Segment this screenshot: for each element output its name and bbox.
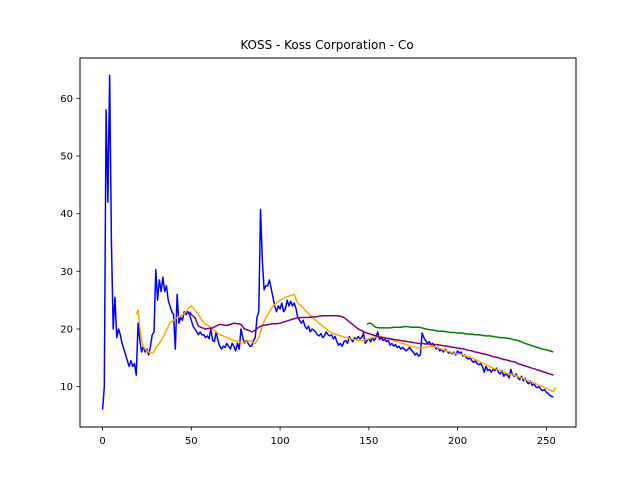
x-axis: 0 50 100 150 200 250 (99, 427, 556, 447)
x-tick-label: 100 (271, 436, 290, 447)
y-tick-label: 20 (60, 324, 73, 335)
x-tick-label: 250 (537, 436, 556, 447)
series-line-2 (135, 293, 556, 393)
y-tick-label: 40 (60, 209, 73, 220)
y-axis: 10 20 30 40 50 60 (60, 94, 80, 393)
series-line-3 (188, 311, 554, 376)
series-line-1 (101, 74, 554, 410)
x-tick-label: 200 (448, 436, 467, 447)
y-tick-label: 60 (60, 94, 73, 105)
series-line-4 (366, 322, 554, 353)
plot-frame (79, 57, 577, 428)
chart-title: KOSS - Koss Corporation - Co (240, 38, 413, 52)
x-tick-label: 150 (359, 436, 378, 447)
y-tick-label: 50 (60, 152, 73, 163)
x-tick-label: 50 (185, 436, 198, 447)
series-group (101, 74, 556, 410)
x-tick-label: 0 (99, 436, 105, 447)
y-tick-label: 10 (60, 382, 73, 393)
y-tick-label: 30 (60, 267, 73, 278)
